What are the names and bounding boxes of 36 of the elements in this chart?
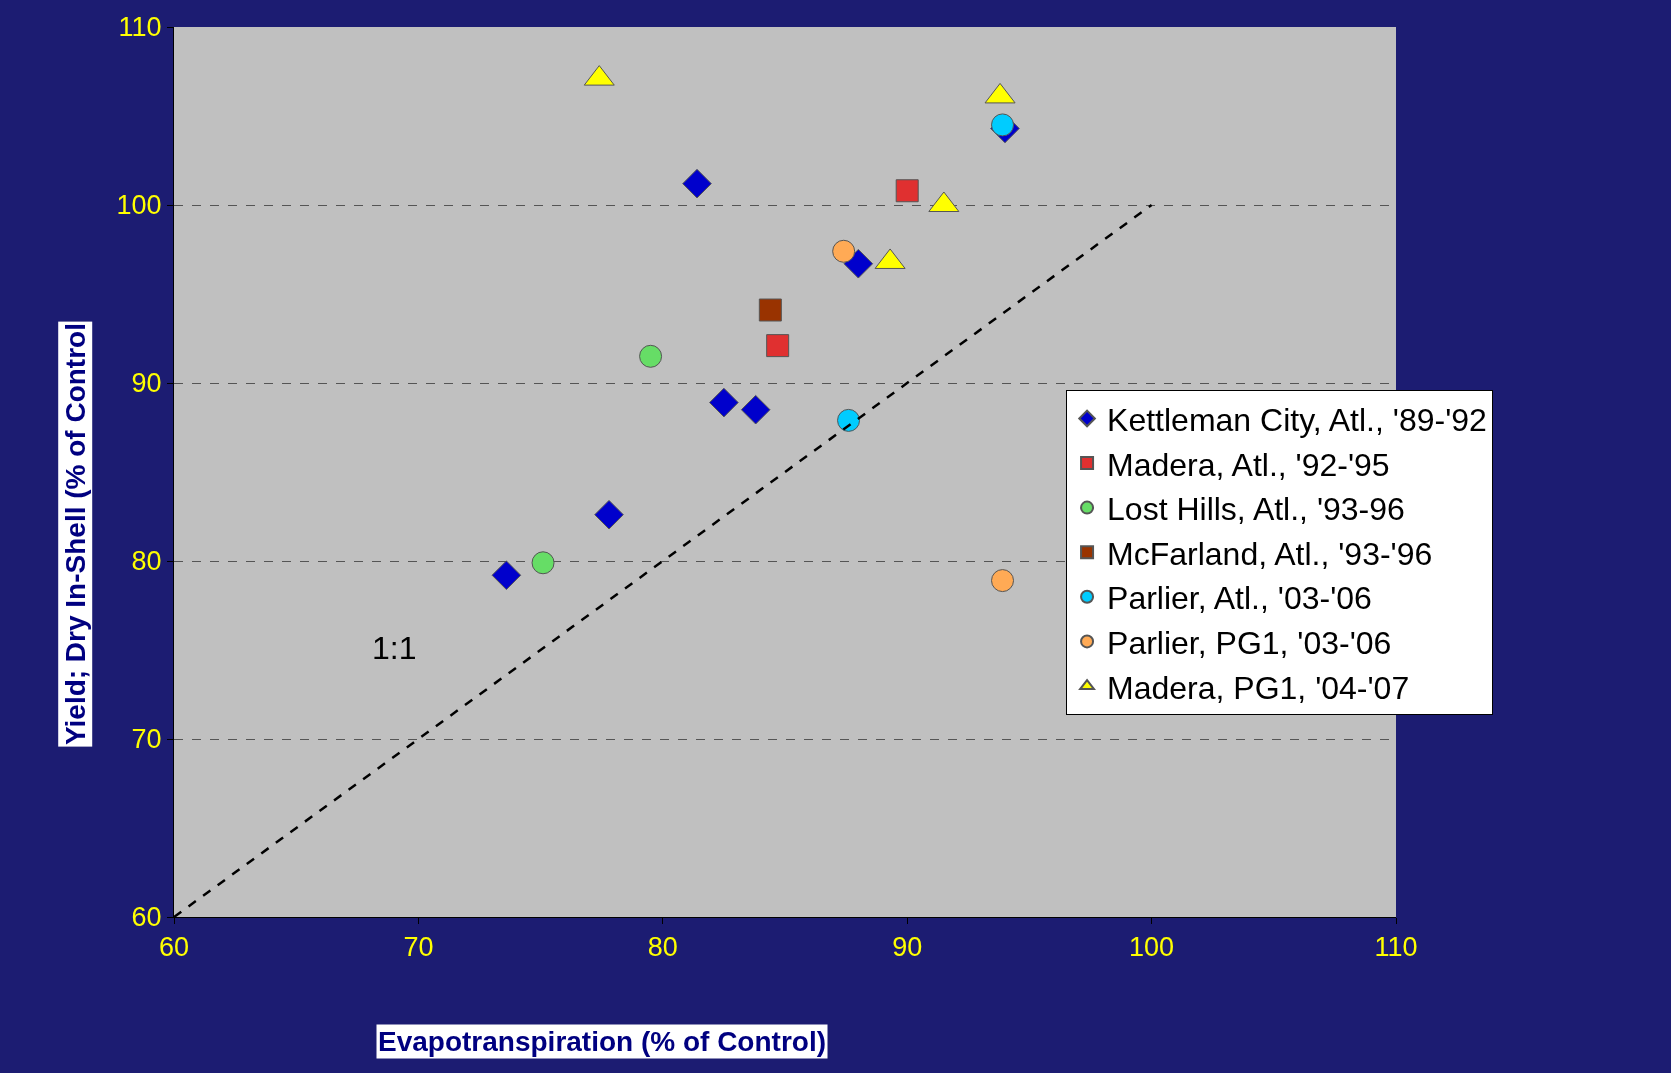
legend-label: Lost Hills, Atl., '93-96 [1107,491,1405,528]
legend-label: Madera, Atl., '92-'95 [1107,446,1390,483]
x-tick-label: 90 [892,932,923,963]
y-tick-label: 110 [118,12,162,43]
point [843,248,874,279]
point [766,334,790,358]
x-tick-label: 60 [158,932,190,963]
x-tick-label: 70 [403,932,434,963]
point [758,298,782,322]
point [682,168,712,199]
point [991,569,1015,593]
legend-label: Madera, PG1, '04-'07 [1107,669,1410,706]
point [832,239,856,263]
y-tick-label: 100 [116,190,162,221]
y-axis-title: Yield; Dry In-Shell (% of Control [59,323,91,746]
x-tick-label: 110 [1374,932,1418,963]
point [895,179,919,203]
x-tick-label: 100 [1129,932,1175,963]
point [709,387,739,418]
legend-label: Parlier, PG1, '03-'06 [1107,624,1392,661]
legend-label: Kettleman City, Atl., '89-'92 [1107,401,1487,438]
point [491,560,522,591]
point [740,394,771,425]
point [837,408,861,432]
x-axis-title: Evapotranspiration (% of Control) [378,1026,826,1057]
annotation: 1:1 [372,630,417,666]
legend-label: McFarland, Atl., '93-'96 [1107,535,1433,572]
y-tick-label: 70 [131,724,162,755]
point [639,344,663,368]
point [594,499,624,530]
x-tick-label: 80 [647,932,678,963]
legend-label: Parlier, Atl., '03-'06 [1107,580,1372,617]
y-tick-label: 60 [131,902,162,933]
y-tick-label: 90 [131,368,162,399]
point [531,551,555,575]
y-tick-label: 80 [131,546,162,577]
